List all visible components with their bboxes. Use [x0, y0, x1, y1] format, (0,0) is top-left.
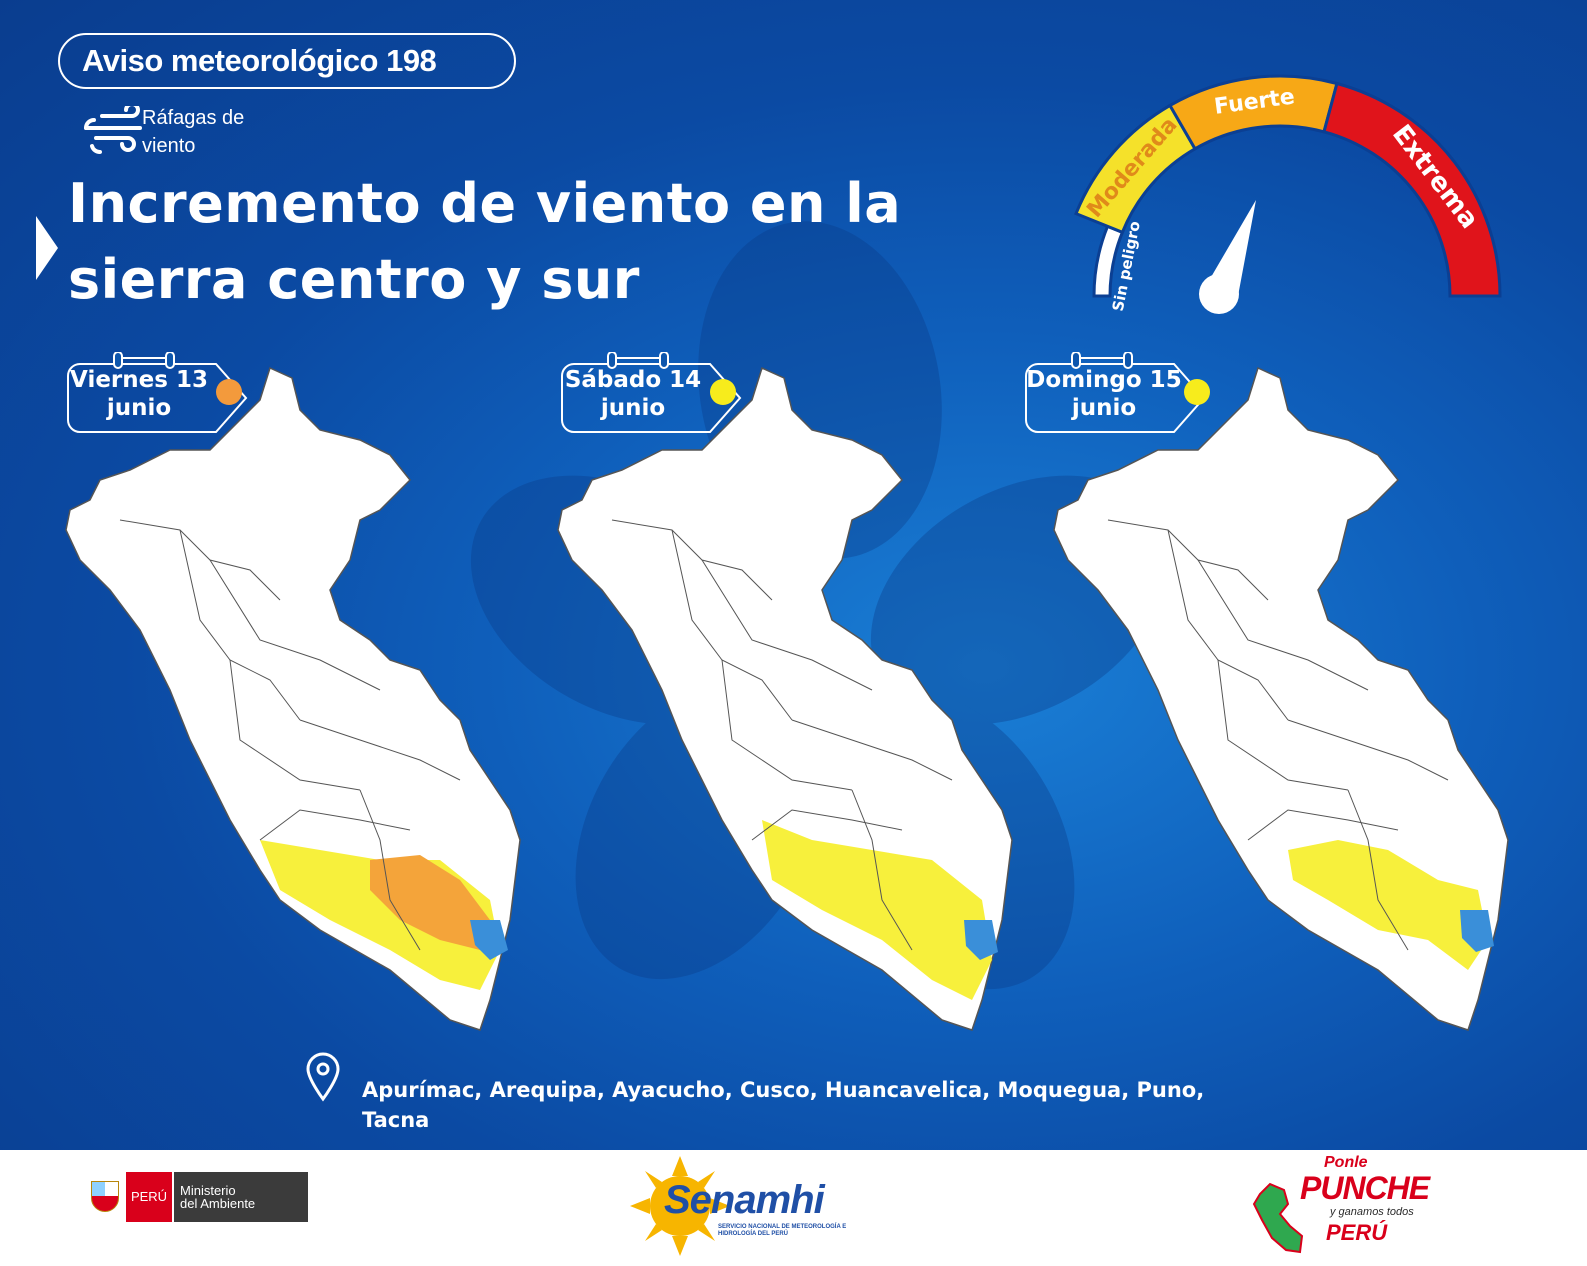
- day-label: Domingo 15 junio: [1024, 366, 1184, 422]
- level-dot-fuerte: [216, 379, 242, 405]
- day-name: Sábado 14: [564, 367, 702, 393]
- coat-of-arms-icon: [91, 1181, 119, 1212]
- ministerio-line-2: del Ambiente: [180, 1196, 256, 1211]
- day-name: Domingo 15: [1026, 367, 1182, 393]
- day-tag-viernes: Viernes 13 junio: [66, 352, 248, 434]
- peru-map-viernes: [65, 366, 521, 1031]
- calendar-tag-icon: [561, 352, 742, 433]
- ministerio-ambiente-logo: PERÚ Ministerio del Ambiente: [88, 1170, 308, 1224]
- headline: Incremento de viento en la sierra centro…: [68, 166, 948, 318]
- peru-map-domingo: [1053, 366, 1509, 1031]
- punche-line-3: y ganamos todos: [1330, 1206, 1414, 1218]
- ponle-punche-logo: Ponle PUNCHE y ganamos todos PERÚ: [1250, 1154, 1430, 1262]
- headline-line-1: Incremento de viento en la: [68, 172, 902, 235]
- day-month: junio: [1071, 395, 1137, 421]
- gauge-needle-icon: [1199, 200, 1256, 314]
- senamhi-logo: Senamhi SERVICIO NACIONAL DE METEOROLOGÍ…: [630, 1156, 860, 1256]
- gauge-segment: [1322, 81, 1502, 298]
- hazard-type-label: Ráfagas de viento: [142, 104, 272, 160]
- punche-line-2: PUNCHE: [1300, 1170, 1430, 1206]
- day-tag-domingo: Domingo 15 junio: [1024, 352, 1210, 434]
- level-dot-moderada: [710, 379, 736, 405]
- ministerio-label: Ministerio del Ambiente: [174, 1172, 308, 1222]
- gauge-segments: [1074, 74, 1502, 298]
- bulletin-background: Aviso meteorológico 198 Ráfagas de vient…: [0, 0, 1587, 1150]
- day-label: Viernes 13 junio: [66, 366, 212, 422]
- day-label: Sábado 14 junio: [560, 366, 706, 422]
- sun-icon: [630, 1156, 730, 1256]
- level-dot-moderada: [1184, 379, 1210, 405]
- peru-silhouette-icon: [1252, 1182, 1304, 1254]
- wind-gust-icon: [84, 106, 142, 154]
- day-tag-sabado: Sábado 14 junio: [560, 352, 742, 434]
- bulletin-number-badge: Aviso meteorológico 198: [58, 33, 516, 89]
- calendar-tag-icon: [1025, 352, 1206, 433]
- calendar-tag-icon: [67, 352, 248, 433]
- headline-line-2: sierra centro y sur: [68, 248, 640, 311]
- affected-regions: Apurímac, Arequipa, Ayacucho, Cusco, Hua…: [362, 1078, 1205, 1132]
- ministerio-line-1: Ministerio: [180, 1183, 236, 1198]
- headline-arrow-icon: [36, 216, 58, 280]
- day-month: junio: [106, 395, 172, 421]
- footer: PERÚ Ministerio del Ambiente Senamhi SER…: [0, 1150, 1587, 1266]
- punche-line-4: PERÚ: [1326, 1220, 1388, 1245]
- location-pin-icon: [306, 1052, 340, 1102]
- senamhi-wordmark: Senamhi: [664, 1178, 825, 1222]
- peru-map-sabado: [557, 366, 1013, 1031]
- day-month: junio: [600, 395, 666, 421]
- senamhi-subtitle: SERVICIO NACIONAL DE METEOROLOGÍA E HIDR…: [718, 1224, 847, 1237]
- punche-line-1: Ponle: [1324, 1154, 1368, 1171]
- day-name: Viernes 13: [70, 367, 208, 393]
- hazard-line-1: Ráfagas de: [142, 107, 245, 129]
- hazard-line-2: viento: [142, 135, 196, 157]
- peru-label: PERÚ: [126, 1172, 172, 1222]
